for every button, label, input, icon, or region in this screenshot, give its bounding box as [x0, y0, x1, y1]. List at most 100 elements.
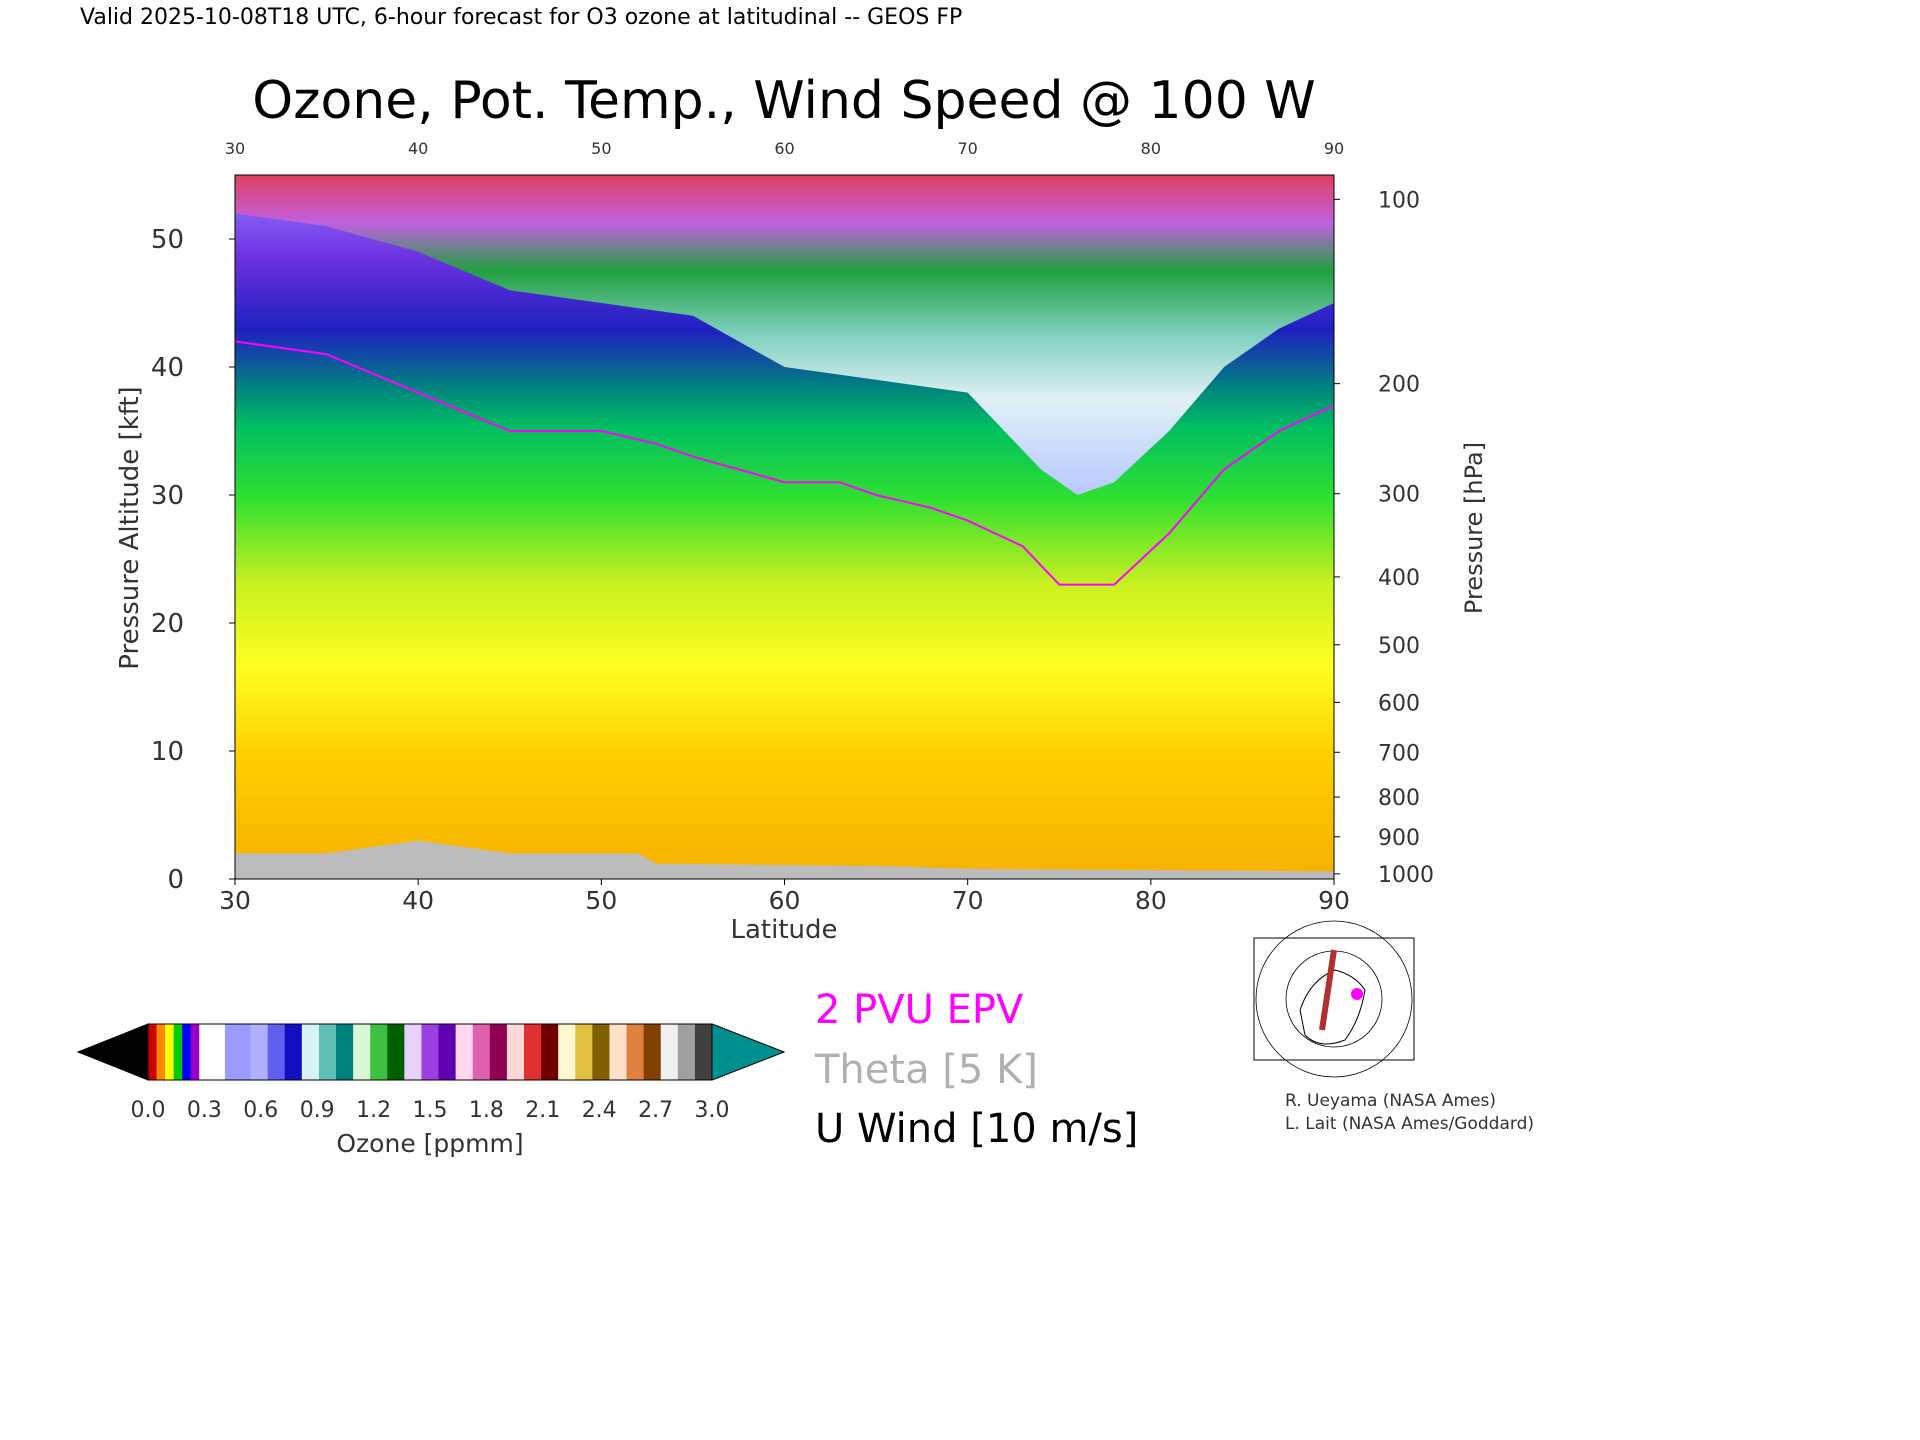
- plot-area: [234, 174, 1335, 880]
- credit-line-2: L. Lait (NASA Ames/Goddard): [1285, 1114, 1534, 1134]
- colorbar-frame: [147, 1023, 713, 1081]
- pressure-tick-label: 200: [1378, 373, 1420, 398]
- colorbar-label: Ozone [ppmm]: [336, 1129, 523, 1158]
- top-tick-label: 40: [408, 139, 428, 158]
- colorbar-swatch: [182, 1024, 192, 1080]
- colorbar-swatch: [455, 1024, 474, 1080]
- y-tick-label: 0: [167, 865, 184, 895]
- x-tick-label: 70: [952, 886, 984, 915]
- colorbar-tick-label: 2.7: [638, 1098, 673, 1123]
- y-tick-label: 20: [151, 609, 184, 639]
- colorbar-swatch: [524, 1024, 542, 1080]
- top-tick-label: 80: [1141, 139, 1161, 158]
- colorbar-swatch: [421, 1024, 440, 1080]
- pressure-tick-label: 1000: [1378, 863, 1434, 888]
- x-axis-label: Latitude: [730, 915, 837, 945]
- pressure-tick-label: 700: [1378, 741, 1420, 766]
- colorbar-swatch: [694, 1024, 713, 1080]
- top-tick-label: 30: [225, 139, 245, 158]
- x-axis-ticks: 30 40 50 60 70 80 90: [219, 879, 1350, 915]
- map-coastline: [1299, 969, 1366, 1045]
- y-tick-label: 50: [151, 225, 184, 255]
- x-tick-label: 60: [769, 886, 801, 915]
- colorbar-swatch: [643, 1024, 662, 1080]
- pressure-tick-label: 300: [1378, 483, 1420, 508]
- colorbar-swatch: [301, 1024, 320, 1080]
- colorbar-swatch: [318, 1024, 337, 1080]
- credit-line-1: R. Ueyama (NASA Ames): [1285, 1091, 1496, 1111]
- colorbar-swatch: [660, 1024, 679, 1080]
- colorbar-tick-label: 0.9: [300, 1098, 335, 1123]
- colorbar-swatch: [404, 1024, 422, 1080]
- pressure-tick-label: 800: [1378, 786, 1420, 811]
- colorbar-tick-labels: 0.0 0.3 0.6 0.9 1.2 1.5 1.8 2.1 2.4 2.7 3.0: [131, 1098, 730, 1123]
- colorbar-swatch: [173, 1024, 183, 1080]
- colorbar-tick-label: 2.4: [582, 1098, 617, 1123]
- colorbar-tick-label: 0.0: [131, 1098, 166, 1123]
- colorbar-swatch: [199, 1024, 226, 1080]
- pressure-tick-label: 100: [1378, 188, 1420, 213]
- colorbar-swatch: [575, 1024, 593, 1080]
- colorbar-tick-label: 3.0: [695, 1098, 730, 1123]
- x-tick-label: 90: [1318, 886, 1350, 915]
- y-tick-label: 10: [151, 737, 184, 767]
- legend-uwind: U Wind [10 m/s]: [815, 1106, 1138, 1152]
- colorbar-swatch: [489, 1024, 508, 1080]
- map-location-marker: [1351, 988, 1363, 1000]
- colorbar-tick-label: 1.5: [413, 1098, 448, 1123]
- colorbar-swatch: [592, 1024, 610, 1080]
- colorbar-swatch: [541, 1024, 559, 1080]
- colorbar-tick-label: 2.1: [525, 1098, 560, 1123]
- top-tick-label: 60: [774, 139, 794, 158]
- colorbar-swatch: [156, 1024, 166, 1080]
- colorbar-swatch: [148, 1024, 158, 1080]
- colorbar-swatch: [677, 1024, 696, 1080]
- pressure-tick-label: 500: [1378, 634, 1420, 659]
- x-tick-label: 40: [402, 886, 434, 915]
- colorbar-swatch: [353, 1024, 371, 1080]
- colorbar-tick-label: 0.3: [187, 1098, 222, 1123]
- legend-epv: 2 PVU EPV: [815, 987, 1024, 1033]
- top-axis-ticks: 30 40 50 60 70 80 90: [225, 139, 1344, 158]
- colorbar-swatch: [165, 1024, 175, 1080]
- map-latitude-circle: [1255, 920, 1413, 1078]
- colorbar-swatch: [387, 1024, 405, 1080]
- colorbar-swatch: [506, 1024, 525, 1080]
- y-axis-ticks: 0 10 20 30 40 50: [151, 225, 235, 895]
- top-tick-label: 70: [957, 139, 977, 158]
- x-tick-label: 30: [219, 886, 251, 915]
- chart-title: Ozone, Pot. Temp., Wind Speed @ 100 W: [252, 71, 1315, 131]
- colorbar-swatch: [250, 1024, 269, 1080]
- tropopause-2pvu-line: [234, 340, 1335, 586]
- colorbar-swatch: [190, 1024, 200, 1080]
- pressure-tick-label: 400: [1378, 566, 1420, 591]
- colorbar-over-arrow: [711, 1023, 786, 1081]
- colorbar-swatch: [284, 1024, 303, 1080]
- top-tick-label: 50: [591, 139, 611, 158]
- colorbar-tick-label: 0.6: [243, 1098, 278, 1123]
- colorbar-swatch: [370, 1024, 388, 1080]
- map-inset: [1253, 920, 1415, 1078]
- colorbar-swatch: [267, 1024, 286, 1080]
- valid-line: Valid 2025-10-08T18 UTC, 6-hour forecast…: [80, 5, 962, 30]
- y-tick-label: 40: [151, 353, 184, 383]
- colorbar-tick-label: 1.2: [356, 1098, 391, 1123]
- colorbar-tick-label: 1.8: [469, 1098, 504, 1123]
- colorbar-swatch: [224, 1024, 252, 1080]
- legend-theta: Theta [5 K]: [814, 1047, 1038, 1093]
- top-tick-label: 90: [1324, 139, 1344, 158]
- pressure-axis-label: Pressure [hPa]: [1460, 442, 1488, 614]
- pressure-tick-label: 900: [1378, 826, 1420, 851]
- y-tick-label: 30: [151, 481, 184, 511]
- terrain-mask: [235, 840, 1334, 879]
- colorbar-swatch: [438, 1024, 457, 1080]
- pressure-axis-ticks: 100 200 300 400 500 600 700 800 900 1000: [1334, 188, 1434, 888]
- y-axis-label: Pressure Altitude [kft]: [115, 386, 145, 669]
- pressure-tick-label: 600: [1378, 691, 1420, 716]
- x-tick-label: 80: [1135, 886, 1167, 915]
- colorbar-swatch: [626, 1024, 645, 1080]
- colorbar-swatch: [472, 1024, 491, 1080]
- colorbar-swatch: [336, 1024, 354, 1080]
- stratospheric-ozone-band: [235, 175, 1334, 495]
